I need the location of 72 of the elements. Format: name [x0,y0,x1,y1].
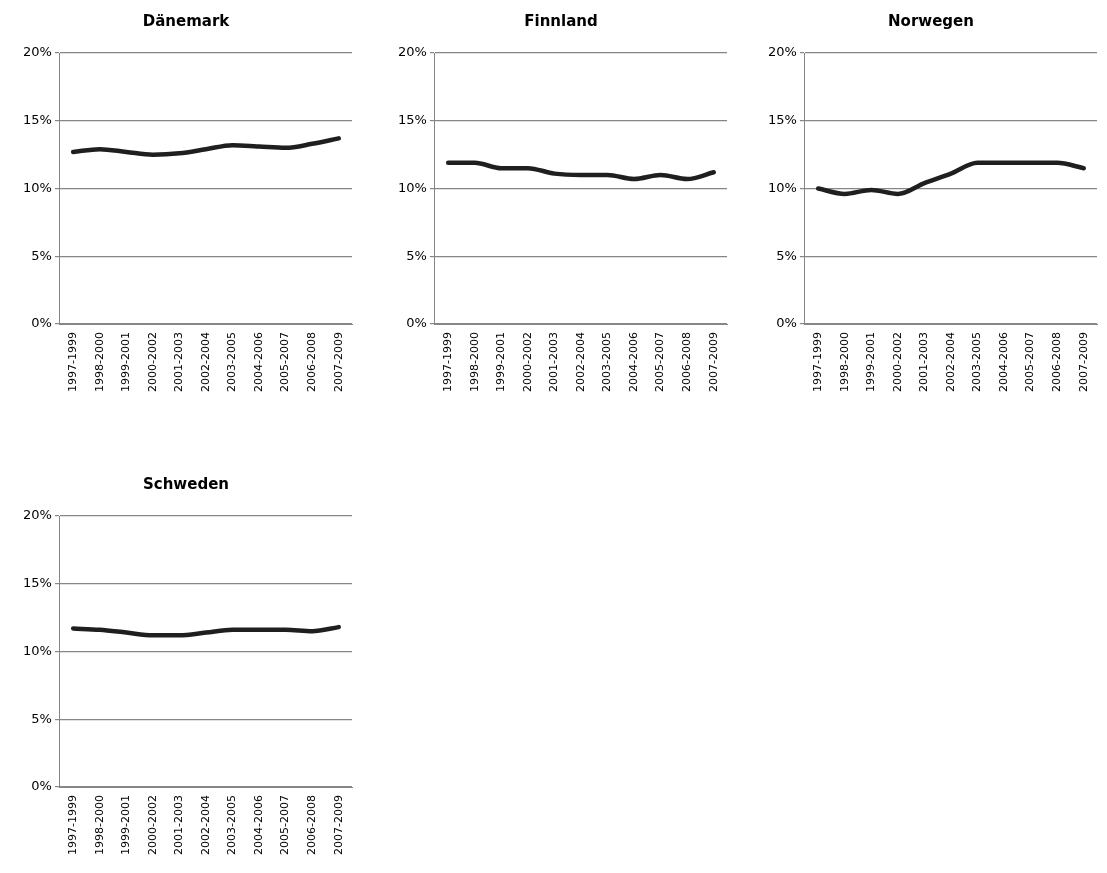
y-tick-label: 10% [22,642,52,658]
x-tick-label: 1998-2000 [467,332,481,393]
x-tick-label: 2005-2007 [1023,332,1037,393]
y-tick-label: 0% [31,778,52,794]
x-tick-label: 2007-2009 [331,332,345,393]
x-tick-label: 2001-2003 [172,795,186,856]
x-tick-label: 2004-2006 [251,332,265,393]
x-tick-label: 2004-2006 [251,795,265,856]
y-tick-label: 20% [22,44,52,60]
x-tick-label: 1998-2000 [92,332,106,393]
x-tick-label: 2000-2002 [145,332,159,393]
x-tick-label: 1998-2000 [92,795,106,856]
x-tick-label: 2002-2004 [198,332,212,393]
x-tick-label: 2003-2005 [225,795,239,856]
line-series [70,136,341,157]
x-tick-label: 2000-2002 [145,795,159,856]
x-tick-label: 2002-2004 [573,332,587,393]
x-tick-label: 2004-2006 [996,332,1010,393]
x-tick-label: 2006-2008 [305,332,319,393]
y-tick-label: 20% [22,507,52,523]
x-tick-label: 1998-2000 [837,332,851,393]
y-tick-label: 15% [22,575,52,591]
y-tick-label: 10% [397,179,427,195]
chart-title: Finnland [524,11,598,30]
x-tick-label: 2002-2004 [198,795,212,856]
x-tick-label: 1999-2001 [119,795,133,856]
y-tick-label: 0% [31,315,52,331]
x-tick-label: 2005-2007 [653,332,667,393]
y-tick-label: 0% [776,315,797,331]
x-tick-label: 2001-2003 [917,332,931,393]
x-tick-label: 2006-2008 [1050,332,1064,393]
y-tick-label: 15% [22,112,52,128]
x-tick-label: 2000-2002 [520,332,534,393]
x-tick-label: 2007-2009 [331,795,345,856]
x-tick-label: 2002-2004 [943,332,957,393]
y-tick-label: 0% [406,315,427,331]
x-tick-label: 2004-2006 [626,332,640,393]
line-series [815,160,1086,197]
x-tick-label: 2007-2009 [1076,332,1090,393]
x-tick-label: 1997-1999 [66,332,80,393]
y-tick-label: 20% [397,44,427,60]
x-tick-label: 2005-2007 [278,332,292,393]
y-tick-label: 15% [767,112,797,128]
chart-title: Schweden [143,474,229,493]
x-tick-label: 2000-2002 [890,332,904,393]
x-tick-label: 1997-1999 [66,795,80,856]
x-tick-label: 1999-2001 [864,332,878,393]
y-tick-label: 10% [767,179,797,195]
chart-title: Dänemark [142,11,231,30]
y-tick-label: 5% [406,247,427,263]
x-tick-label: 2001-2003 [547,332,561,393]
x-tick-label: 2003-2005 [600,332,614,393]
line-series [445,160,716,182]
y-tick-label: 5% [31,710,52,726]
chart-title: Norwegen [888,11,974,30]
x-tick-label: 2005-2007 [278,795,292,856]
y-tick-label: 10% [22,179,52,195]
x-tick-label: 1997-1999 [811,332,825,393]
x-tick-label: 1999-2001 [119,332,133,393]
x-tick-label: 2003-2005 [970,332,984,393]
x-tick-label: 2007-2009 [706,332,720,393]
x-tick-label: 2001-2003 [172,332,186,393]
x-tick-label: 2003-2005 [225,332,239,393]
y-tick-label: 5% [776,247,797,263]
x-tick-label: 1997-1999 [441,332,455,393]
line-series [70,624,341,638]
y-tick-label: 5% [31,247,52,263]
x-tick-label: 2006-2008 [680,332,694,393]
y-tick-label: 15% [397,112,427,128]
x-tick-label: 2006-2008 [305,795,319,856]
x-tick-label: 1999-2001 [494,332,508,393]
y-tick-label: 20% [767,44,797,60]
